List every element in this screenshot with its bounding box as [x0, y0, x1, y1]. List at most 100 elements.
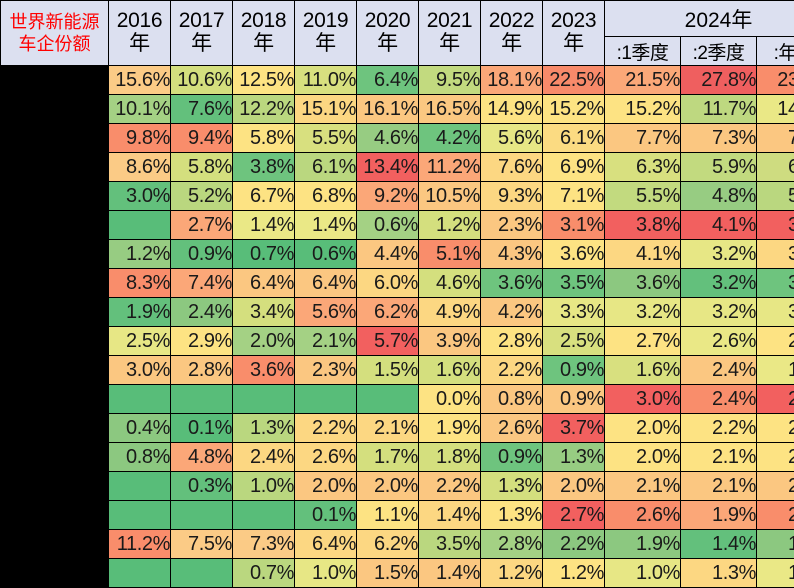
share-cell[interactable]: 3.5%: [543, 269, 605, 298]
share-cell[interactable]: 3.0%: [109, 356, 171, 385]
share-cell[interactable]: 3.5%: [757, 269, 794, 298]
share-cell[interactable]: 1.2%: [481, 559, 543, 588]
column-header-2022[interactable]: 2022 年: [481, 1, 543, 66]
share-cell[interactable]: 2.7%: [757, 327, 794, 356]
share-cell[interactable]: 2.0%: [605, 414, 681, 443]
share-cell[interactable]: 1.4%: [681, 530, 757, 559]
share-cell[interactable]: 8.3%: [109, 269, 171, 298]
share-cell[interactable]: 2.0%: [357, 472, 419, 501]
share-cell[interactable]: 2.8%: [171, 356, 233, 385]
column-header-2016[interactable]: 2016 年: [109, 1, 171, 66]
share-cell[interactable]: 1.6%: [605, 356, 681, 385]
column-header-2020[interactable]: 2020 年: [357, 1, 419, 66]
share-cell[interactable]: 7.4%: [171, 269, 233, 298]
share-cell[interactable]: 1.3%: [481, 472, 543, 501]
share-cell[interactable]: 1.1%: [757, 559, 794, 588]
share-cell[interactable]: 2.2%: [543, 530, 605, 559]
share-cell[interactable]: 16.1%: [357, 95, 419, 124]
share-cell[interactable]: 23.2%: [757, 66, 794, 95]
share-cell[interactable]: 6.7%: [233, 182, 295, 211]
share-cell[interactable]: 5.6%: [481, 124, 543, 153]
share-cell[interactable]: 1.4%: [233, 211, 295, 240]
share-cell[interactable]: 6.8%: [295, 182, 357, 211]
share-cell[interactable]: 2.5%: [109, 327, 171, 356]
share-cell[interactable]: 4.2%: [419, 124, 481, 153]
share-cell[interactable]: 6.4%: [295, 530, 357, 559]
column-header-2024-q2[interactable]: :2季度: [681, 37, 757, 66]
share-cell[interactable]: 5.2%: [171, 182, 233, 211]
share-cell[interactable]: 2.5%: [543, 327, 605, 356]
share-cell[interactable]: 1.2%: [419, 211, 481, 240]
share-cell[interactable]: 2.0%: [757, 414, 794, 443]
share-cell[interactable]: [233, 385, 295, 414]
share-cell[interactable]: 3.7%: [543, 414, 605, 443]
share-cell[interactable]: 2.1%: [357, 414, 419, 443]
column-header-2024-q1[interactable]: :1季度: [605, 37, 681, 66]
share-cell[interactable]: 2.2%: [295, 414, 357, 443]
share-cell[interactable]: 3.6%: [605, 269, 681, 298]
column-header-2017[interactable]: 2017 年: [171, 1, 233, 66]
share-cell[interactable]: 2.2%: [419, 472, 481, 501]
share-cell[interactable]: 0.9%: [171, 240, 233, 269]
share-cell[interactable]: 13.4%: [357, 153, 419, 182]
share-cell[interactable]: 5.7%: [357, 327, 419, 356]
share-cell[interactable]: 2.4%: [233, 443, 295, 472]
share-cell[interactable]: 1.3%: [543, 443, 605, 472]
share-cell[interactable]: 0.8%: [109, 443, 171, 472]
share-cell[interactable]: 2.0%: [543, 472, 605, 501]
share-cell[interactable]: 6.1%: [295, 153, 357, 182]
share-cell[interactable]: 4.1%: [605, 240, 681, 269]
share-cell[interactable]: [109, 385, 171, 414]
share-cell[interactable]: 7.6%: [757, 124, 794, 153]
share-cell[interactable]: 2.4%: [171, 298, 233, 327]
share-cell[interactable]: 7.7%: [605, 124, 681, 153]
share-cell[interactable]: 6.2%: [357, 298, 419, 327]
share-cell[interactable]: 2.3%: [481, 211, 543, 240]
share-cell[interactable]: 9.5%: [419, 66, 481, 95]
share-cell[interactable]: 1.3%: [481, 501, 543, 530]
share-cell[interactable]: 0.9%: [543, 385, 605, 414]
share-cell[interactable]: 27.8%: [681, 66, 757, 95]
share-cell[interactable]: 2.1%: [681, 443, 757, 472]
share-cell[interactable]: 3.2%: [757, 298, 794, 327]
share-cell[interactable]: 0.3%: [171, 472, 233, 501]
share-cell[interactable]: 3.2%: [605, 298, 681, 327]
share-cell[interactable]: 1.7%: [357, 443, 419, 472]
share-cell[interactable]: 5.6%: [295, 298, 357, 327]
column-header-2021[interactable]: 2021 年: [419, 1, 481, 66]
share-cell[interactable]: [171, 559, 233, 588]
share-cell[interactable]: 9.3%: [481, 182, 543, 211]
share-cell[interactable]: 1.0%: [295, 559, 357, 588]
share-cell[interactable]: 2.3%: [295, 356, 357, 385]
share-cell[interactable]: 2.0%: [233, 327, 295, 356]
column-header-2018[interactable]: 2018 年: [233, 1, 295, 66]
share-cell[interactable]: 2.9%: [757, 385, 794, 414]
share-cell[interactable]: 2.8%: [481, 530, 543, 559]
share-cell[interactable]: 0.1%: [171, 414, 233, 443]
share-cell[interactable]: 4.1%: [681, 211, 757, 240]
share-cell[interactable]: 3.9%: [419, 327, 481, 356]
share-cell[interactable]: 3.2%: [681, 240, 757, 269]
share-cell[interactable]: 0.8%: [481, 385, 543, 414]
share-cell[interactable]: 4.3%: [481, 240, 543, 269]
share-cell[interactable]: 10.5%: [419, 182, 481, 211]
share-cell[interactable]: 1.2%: [543, 559, 605, 588]
share-cell[interactable]: 2.6%: [481, 414, 543, 443]
share-cell[interactable]: 6.4%: [295, 269, 357, 298]
share-cell[interactable]: 12.2%: [233, 95, 295, 124]
share-cell[interactable]: 5.8%: [233, 124, 295, 153]
share-cell[interactable]: 10.6%: [171, 66, 233, 95]
share-cell[interactable]: 1.9%: [605, 530, 681, 559]
share-cell[interactable]: 4.8%: [681, 182, 757, 211]
share-cell[interactable]: 5.3%: [757, 182, 794, 211]
share-cell[interactable]: 7.3%: [233, 530, 295, 559]
share-cell[interactable]: 3.4%: [233, 298, 295, 327]
share-cell[interactable]: [109, 559, 171, 588]
share-cell[interactable]: 1.9%: [681, 501, 757, 530]
share-cell[interactable]: 11.2%: [109, 530, 171, 559]
share-cell[interactable]: [357, 385, 419, 414]
share-cell[interactable]: 12.5%: [233, 66, 295, 95]
share-cell[interactable]: 1.0%: [233, 472, 295, 501]
share-cell[interactable]: 9.8%: [109, 124, 171, 153]
share-cell[interactable]: 1.2%: [109, 240, 171, 269]
